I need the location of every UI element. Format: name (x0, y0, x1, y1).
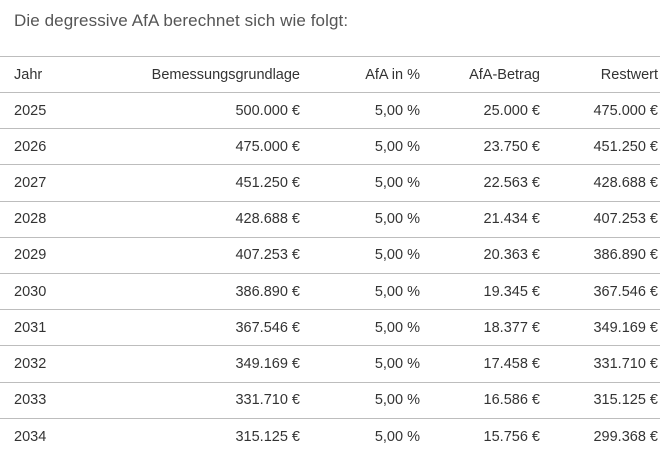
cell-amount: 23.750 € (420, 129, 540, 165)
cell-amount: 15.756 € (420, 418, 540, 454)
depreciation-table: Jahr Bemessungsgrundlage AfA in % AfA-Be… (0, 56, 660, 454)
cell-residual: 386.890 € (540, 237, 660, 273)
cell-residual: 331.710 € (540, 346, 660, 382)
cell-base: 500.000 € (100, 93, 300, 129)
cell-residual: 475.000 € (540, 93, 660, 129)
cell-amount: 19.345 € (420, 273, 540, 309)
cell-year: 2026 (0, 129, 100, 165)
cell-year: 2029 (0, 237, 100, 273)
cell-residual: 315.125 € (540, 382, 660, 418)
cell-rate: 5,00 % (300, 273, 420, 309)
cell-rate: 5,00 % (300, 346, 420, 382)
header-year: Jahr (0, 57, 100, 93)
cell-residual: 407.253 € (540, 201, 660, 237)
cell-amount: 18.377 € (420, 310, 540, 346)
cell-year: 2025 (0, 93, 100, 129)
cell-residual: 451.250 € (540, 129, 660, 165)
header-row: Jahr Bemessungsgrundlage AfA in % AfA-Be… (0, 57, 660, 93)
cell-residual: 349.169 € (540, 310, 660, 346)
intro-heading: Die degressive AfA berechnet sich wie fo… (14, 8, 348, 34)
table-row: 2027 451.250 € 5,00 % 22.563 € 428.688 € (0, 165, 660, 201)
cell-rate: 5,00 % (300, 201, 420, 237)
header-rate: AfA in % (300, 57, 420, 93)
cell-amount: 21.434 € (420, 201, 540, 237)
cell-base: 367.546 € (100, 310, 300, 346)
cell-rate: 5,00 % (300, 237, 420, 273)
table-row: 2025 500.000 € 5,00 % 25.000 € 475.000 € (0, 93, 660, 129)
cell-amount: 17.458 € (420, 346, 540, 382)
cell-base: 451.250 € (100, 165, 300, 201)
table-row: 2026 475.000 € 5,00 % 23.750 € 451.250 € (0, 129, 660, 165)
cell-year: 2034 (0, 418, 100, 454)
table-row: 2028 428.688 € 5,00 % 21.434 € 407.253 € (0, 201, 660, 237)
cell-rate: 5,00 % (300, 129, 420, 165)
table-row: 2030 386.890 € 5,00 % 19.345 € 367.546 € (0, 273, 660, 309)
table-row: 2033 331.710 € 5,00 % 16.586 € 315.125 € (0, 382, 660, 418)
cell-rate: 5,00 % (300, 93, 420, 129)
cell-base: 315.125 € (100, 418, 300, 454)
header-residual: Restwert (540, 57, 660, 93)
cell-residual: 299.368 € (540, 418, 660, 454)
cell-base: 407.253 € (100, 237, 300, 273)
cell-rate: 5,00 % (300, 310, 420, 346)
cell-rate: 5,00 % (300, 165, 420, 201)
cell-year: 2030 (0, 273, 100, 309)
cell-year: 2031 (0, 310, 100, 346)
header-base: Bemessungsgrundlage (100, 57, 300, 93)
cell-amount: 22.563 € (420, 165, 540, 201)
table-row: 2031 367.546 € 5,00 % 18.377 € 349.169 € (0, 310, 660, 346)
table-row: 2029 407.253 € 5,00 % 20.363 € 386.890 € (0, 237, 660, 273)
cell-rate: 5,00 % (300, 418, 420, 454)
cell-base: 475.000 € (100, 129, 300, 165)
cell-rate: 5,00 % (300, 382, 420, 418)
table-body: 2025 500.000 € 5,00 % 25.000 € 475.000 €… (0, 93, 660, 455)
cell-year: 2033 (0, 382, 100, 418)
header-amount: AfA-Betrag (420, 57, 540, 93)
cell-base: 428.688 € (100, 201, 300, 237)
cell-base: 386.890 € (100, 273, 300, 309)
cell-year: 2028 (0, 201, 100, 237)
cell-base: 349.169 € (100, 346, 300, 382)
table-row: 2032 349.169 € 5,00 % 17.458 € 331.710 € (0, 346, 660, 382)
cell-amount: 16.586 € (420, 382, 540, 418)
cell-base: 331.710 € (100, 382, 300, 418)
cell-residual: 367.546 € (540, 273, 660, 309)
cell-year: 2027 (0, 165, 100, 201)
cell-residual: 428.688 € (540, 165, 660, 201)
cell-amount: 25.000 € (420, 93, 540, 129)
cell-year: 2032 (0, 346, 100, 382)
table-header: Jahr Bemessungsgrundlage AfA in % AfA-Be… (0, 57, 660, 93)
cell-amount: 20.363 € (420, 237, 540, 273)
table-row: 2034 315.125 € 5,00 % 15.756 € 299.368 € (0, 418, 660, 454)
